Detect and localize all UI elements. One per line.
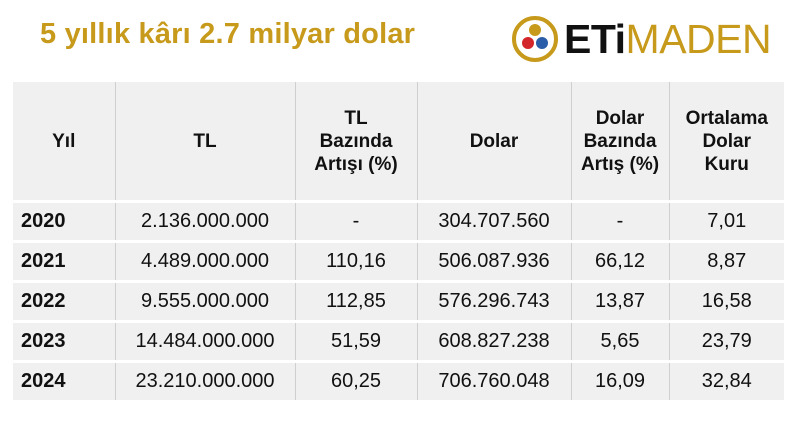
cell-avg-rate: 8,87 xyxy=(669,241,784,283)
cell-tl-change: 112,85 xyxy=(295,281,418,323)
cell-year: 2023 xyxy=(13,321,116,363)
cell-avg-rate: 7,01 xyxy=(669,201,784,243)
cell-usd-change: 13,87 xyxy=(571,281,670,323)
cell-usd: 576.296.743 xyxy=(417,281,572,323)
header-tl: TL xyxy=(115,82,296,203)
cell-tl-change: - xyxy=(295,201,418,243)
cell-tl-change: 110,16 xyxy=(295,241,418,283)
profit-table: Yıl TL TL Bazında Artışı (%) Dolar Dolar… xyxy=(13,82,784,403)
header-usd: Dolar xyxy=(417,82,572,203)
cell-tl: 23.210.000.000 xyxy=(115,361,296,403)
table-header-row: Yıl TL TL Bazında Artışı (%) Dolar Dolar… xyxy=(13,82,784,203)
cell-avg-rate: 16,58 xyxy=(669,281,784,323)
cell-tl-change: 51,59 xyxy=(295,321,418,363)
header-tl-change-label: TL Bazında Artışı (%) xyxy=(314,107,398,175)
cell-tl-change: 60,25 xyxy=(295,361,418,403)
table-row: 2024 23.210.000.000 60,25 706.760.048 16… xyxy=(13,361,784,403)
cell-usd: 304.707.560 xyxy=(417,201,572,243)
table-row: 2020 2.136.000.000 - 304.707.560 - 7,01 xyxy=(13,201,784,243)
table-row: 2023 14.484.000.000 51,59 608.827.238 5,… xyxy=(13,321,784,363)
cell-tl: 4.489.000.000 xyxy=(115,241,296,283)
header-tl-change: TL Bazında Artışı (%) xyxy=(295,82,418,203)
cell-year: 2022 xyxy=(13,281,116,323)
logo-wordmark: ETi MADEN xyxy=(564,15,772,62)
table-row: 2021 4.489.000.000 110,16 506.087.936 66… xyxy=(13,241,784,283)
header-year: Yıl xyxy=(13,82,116,203)
header-usd-change: Dolar Bazında Artış (%) xyxy=(571,82,670,203)
logo-wordmark-maden: MADEN xyxy=(625,15,772,62)
cell-usd: 506.087.936 xyxy=(417,241,572,283)
eti-maden-logo: ETi MADEN xyxy=(512,14,772,64)
cell-avg-rate: 23,79 xyxy=(669,321,784,363)
cell-tl: 9.555.000.000 xyxy=(115,281,296,323)
eti-maden-emblem-icon xyxy=(512,16,558,62)
page-title: 5 yıllık kârı 2.7 milyar dolar xyxy=(40,18,416,50)
cell-year: 2021 xyxy=(13,241,116,283)
cell-usd: 706.760.048 xyxy=(417,361,572,403)
header-usd-change-label: Dolar Bazında Artış (%) xyxy=(580,107,660,175)
cell-year: 2024 xyxy=(13,361,116,403)
cell-year: 2020 xyxy=(13,201,116,243)
cell-avg-rate: 32,84 xyxy=(669,361,784,403)
cell-tl: 2.136.000.000 xyxy=(115,201,296,243)
cell-usd-change: 16,09 xyxy=(571,361,670,403)
header-avg-rate-label: Ortalama Dolar Kuru xyxy=(685,107,768,175)
cell-usd-change: - xyxy=(571,201,670,243)
logo-wordmark-eti: ETi xyxy=(564,15,626,62)
header-avg-rate: Ortalama Dolar Kuru xyxy=(669,82,784,203)
cell-usd: 608.827.238 xyxy=(417,321,572,363)
cell-usd-change: 66,12 xyxy=(571,241,670,283)
cell-usd-change: 5,65 xyxy=(571,321,670,363)
cell-tl: 14.484.000.000 xyxy=(115,321,296,363)
table-row: 2022 9.555.000.000 112,85 576.296.743 13… xyxy=(13,281,784,323)
